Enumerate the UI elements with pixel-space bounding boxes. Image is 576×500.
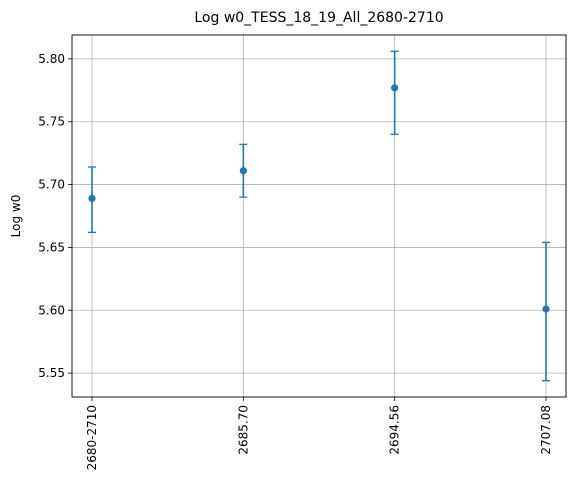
data-point <box>239 167 247 175</box>
y-tick-label: 5.75 <box>38 115 65 129</box>
data-layer <box>88 50 550 382</box>
grid-layer <box>72 35 566 397</box>
y-tick-label: 5.60 <box>38 303 65 317</box>
x-tick-label: 2694.56 <box>388 405 402 455</box>
y-tick-label: 5.65 <box>38 240 65 254</box>
y-tick-label: 5.70 <box>38 178 65 192</box>
data-point <box>542 305 550 313</box>
x-tick-label: 2707.08 <box>539 405 553 455</box>
y-tick-label: 5.80 <box>38 52 65 66</box>
x-tick-label: 2680-2710 <box>85 405 99 470</box>
chart-title: Log w0_TESS_18_19_All_2680-2710 <box>194 10 443 26</box>
data-point <box>391 84 399 92</box>
x-tick-label: 2685.70 <box>236 405 250 455</box>
y-axis-label: Log w0 <box>9 195 23 238</box>
y-tick-label: 5.55 <box>38 366 65 380</box>
data-point <box>88 194 96 203</box>
tick-layer: 5.55 5.60 5.65 5.70 5.75 5.80 2680-2710 2685.70… <box>38 52 553 471</box>
plot-frame <box>71 34 567 398</box>
